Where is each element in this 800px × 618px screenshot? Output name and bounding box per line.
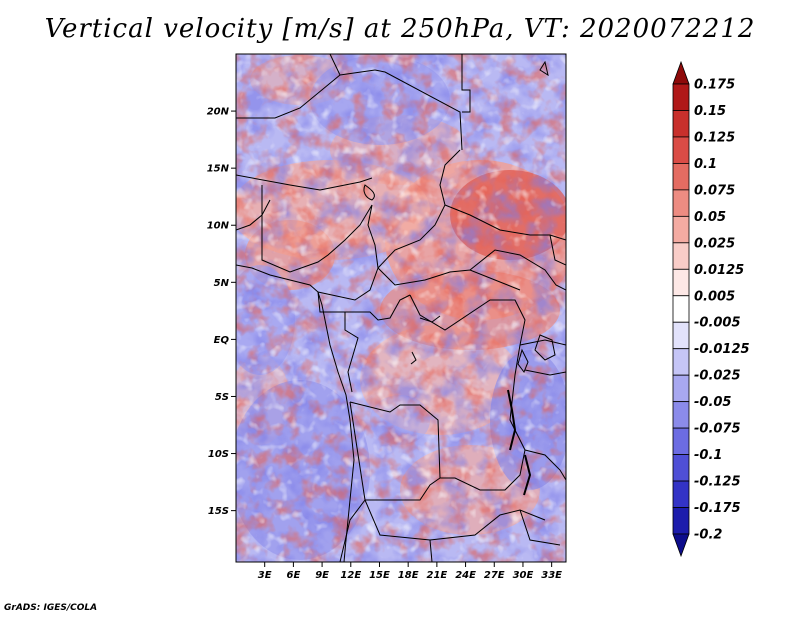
lon-label: 6E bbox=[286, 570, 300, 581]
colorbar-segment bbox=[672, 136, 690, 164]
colorbar-label: -0.05 bbox=[694, 395, 731, 410]
lat-label: 15S bbox=[208, 506, 229, 517]
colorbar-label: -0.005 bbox=[694, 316, 741, 331]
lon-label: 12E bbox=[340, 570, 361, 581]
colorbar-segment bbox=[672, 480, 690, 508]
colorbar-label: -0.2 bbox=[694, 528, 722, 543]
colorbar-label: -0.125 bbox=[694, 475, 741, 490]
map-frame bbox=[235, 53, 567, 563]
colorbar-segment bbox=[672, 242, 690, 270]
latitude-axis: 20N 15N 10N 5N EQ 5S 10S 15S bbox=[207, 107, 236, 517]
lon-label: 18E bbox=[398, 570, 419, 581]
colorbar-bottom-arrow bbox=[672, 533, 690, 558]
colorbar-segment bbox=[672, 110, 690, 138]
colorbar-segment bbox=[672, 189, 690, 217]
colorbar-segment bbox=[672, 454, 690, 482]
colorbar-segment bbox=[672, 321, 690, 350]
lat-label: 5N bbox=[214, 278, 230, 289]
colorbar-label: 0.025 bbox=[694, 236, 735, 251]
colorbar-label: 0.15 bbox=[694, 104, 726, 119]
lat-label: 10S bbox=[208, 449, 229, 460]
lon-label: 3E bbox=[258, 570, 272, 581]
colorbar-segment bbox=[672, 268, 690, 297]
colorbar-label: -0.0125 bbox=[694, 342, 750, 357]
colorbar: 0.175 0.15 0.125 0.1 0.075 0.05 0.025 0.0125 0.0… bbox=[672, 60, 750, 558]
colorbar-label: -0.175 bbox=[694, 501, 741, 516]
colorbar-segment bbox=[672, 401, 690, 429]
colorbar-label: -0.1 bbox=[694, 448, 722, 463]
colorbar-label: 0.125 bbox=[694, 130, 735, 145]
lon-label: 33E bbox=[541, 570, 562, 581]
lat-label: EQ bbox=[214, 335, 230, 346]
colorbar-segment bbox=[672, 507, 690, 535]
lon-label: 27E bbox=[484, 570, 505, 581]
colorbar-label: 0.0125 bbox=[694, 263, 744, 278]
colorbar-label: -0.075 bbox=[694, 422, 741, 437]
lat-label: 20N bbox=[207, 107, 230, 118]
lon-label: 30E bbox=[513, 570, 534, 581]
lat-label: 10N bbox=[207, 221, 230, 232]
colorbar-segment bbox=[672, 215, 690, 244]
colorbar-segment bbox=[672, 295, 690, 323]
lat-label: 5S bbox=[215, 392, 229, 403]
colorbar-segment bbox=[672, 348, 690, 376]
colorbar-label: -0.025 bbox=[694, 369, 741, 384]
country-borders bbox=[236, 54, 566, 562]
colorbar-segment bbox=[672, 374, 690, 403]
colorbar-label: 0.05 bbox=[694, 210, 726, 225]
colorbar-label: 0.005 bbox=[694, 289, 735, 304]
lon-label: 24E bbox=[455, 570, 476, 581]
colorbar-top-arrow bbox=[672, 60, 690, 85]
velocity-field bbox=[236, 54, 566, 562]
lon-label: 9E bbox=[315, 570, 329, 581]
map-title: Vertical velocity [m/s] at 250hPa, VT: 2… bbox=[44, 14, 756, 44]
colorbar-segment bbox=[672, 83, 690, 111]
credit-label: GrADS: IGES/COLA bbox=[4, 603, 98, 613]
lat-label: 15N bbox=[207, 164, 230, 175]
colorbar-label: 0.075 bbox=[694, 183, 735, 198]
colorbar-label: 0.1 bbox=[694, 157, 717, 172]
lon-label: 15E bbox=[369, 570, 390, 581]
lon-label: 21E bbox=[426, 570, 447, 581]
colorbar-segment bbox=[672, 427, 690, 455]
longitude-axis: 3E 6E 9E 12E 15E 18E 21E 24E 27E 30E 33E bbox=[258, 562, 562, 581]
colorbar-label: 0.175 bbox=[694, 78, 735, 93]
colorbar-segment bbox=[672, 163, 690, 191]
